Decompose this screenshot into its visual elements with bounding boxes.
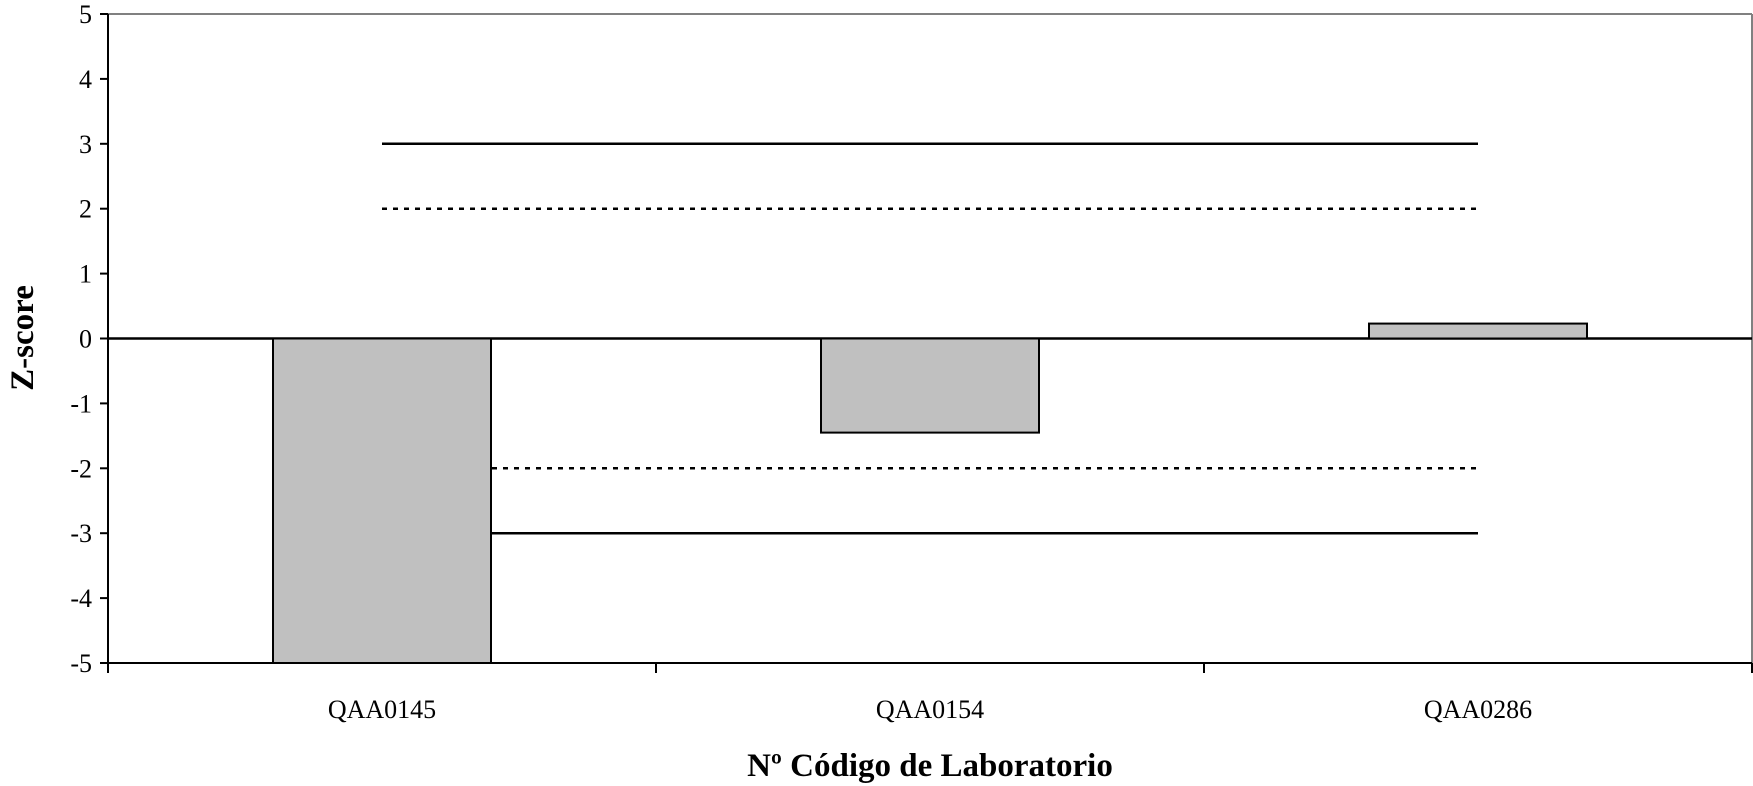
y-tick-label: 2 bbox=[79, 195, 92, 224]
x-tick-label: QAA0286 bbox=[1424, 695, 1532, 724]
bars bbox=[272, 322, 1588, 664]
y-tick-label: -3 bbox=[70, 519, 92, 548]
x-axis-title: Nº Código de Laboratorio bbox=[747, 748, 1113, 784]
y-tick-label: -1 bbox=[70, 389, 92, 418]
y-tick-label: 4 bbox=[79, 65, 92, 94]
y-tick-label: -5 bbox=[70, 649, 92, 678]
y-axis-title: Z-score bbox=[5, 285, 41, 391]
y-tick-label: 0 bbox=[79, 325, 92, 354]
x-tick-label: QAA0154 bbox=[876, 695, 984, 724]
y-axis: 5 4 3 2 1 0 -1 -2 -3 -4 -5 bbox=[70, 0, 109, 678]
y-tick-label: -4 bbox=[70, 584, 92, 613]
y-tick-label: 3 bbox=[79, 130, 92, 159]
bar bbox=[272, 337, 492, 664]
x-tick-label: QAA0145 bbox=[328, 695, 436, 724]
y-tick-label: 5 bbox=[79, 0, 92, 29]
bar bbox=[1368, 322, 1588, 340]
y-tick-label: -2 bbox=[70, 454, 92, 483]
x-axis: QAA0145 QAA0154 QAA0286 bbox=[107, 662, 1753, 724]
bar bbox=[820, 337, 1040, 434]
y-tick-label: 1 bbox=[79, 260, 92, 289]
